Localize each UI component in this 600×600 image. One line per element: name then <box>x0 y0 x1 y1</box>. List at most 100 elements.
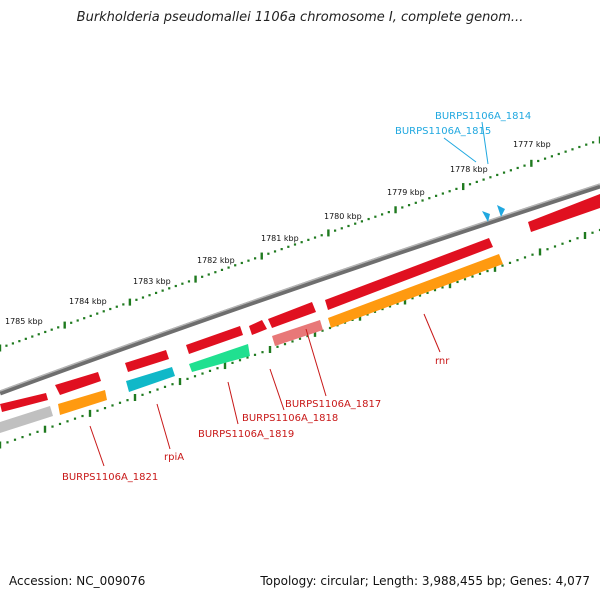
inner-ruler-dot <box>51 425 54 428</box>
inner-ruler-major-tick <box>313 329 317 337</box>
inner-ruler-major-tick <box>493 264 497 272</box>
outer-ruler-dot <box>227 266 230 269</box>
gene-label-burps1106a-1815[interactable]: BURPS1106A_1815 <box>395 126 491 137</box>
gene-forward-h[interactable] <box>528 194 600 232</box>
outer-ruler-major-tick <box>327 229 330 237</box>
outer-ruler-dot <box>434 194 438 197</box>
leader-1819 <box>227 381 239 425</box>
accession-text: Accession: NC_009076 <box>9 574 146 588</box>
inner-ruler-dot <box>96 409 99 412</box>
outer-ruler-dot <box>57 326 60 329</box>
gene-label-burps1106a-1821[interactable]: BURPS1106A_1821 <box>62 472 158 483</box>
inner-ruler-major-tick <box>178 378 182 386</box>
inner-ruler-dot <box>201 372 204 375</box>
kbp-label-1781: 1781 kbp <box>261 234 299 243</box>
inner-ruler-dot <box>193 375 197 378</box>
inner-ruler-dot <box>561 242 564 245</box>
outer-ruler-dot <box>340 227 343 230</box>
outer-ruler-dot <box>31 335 34 338</box>
gene-label-burps1106a-1814[interactable]: BURPS1106A_1814 <box>435 111 531 122</box>
outer-ruler-dot <box>18 340 21 343</box>
outer-ruler-dot <box>115 305 118 308</box>
outer-ruler-dot <box>374 215 377 218</box>
inner-ruler-dot <box>501 264 504 267</box>
outer-ruler-dot <box>523 164 526 167</box>
inner-ruler-dot <box>298 337 302 340</box>
inner-ruler-dot <box>103 406 107 410</box>
outer-ruler-dot <box>468 183 472 186</box>
outer-ruler-dot <box>141 296 145 299</box>
outer-ruler-dot <box>401 206 404 209</box>
gene-label-rnr[interactable]: rnr <box>435 356 450 367</box>
gene-label-burps1106a-1817[interactable]: BURPS1106A_1817 <box>285 399 381 410</box>
inner-ruler-dot <box>118 401 122 404</box>
outer-ruler-dot <box>414 201 417 204</box>
gene-orange-large[interactable] <box>328 254 503 328</box>
gene-label-rpia[interactable]: rpiA <box>164 452 184 463</box>
gene-forward-a[interactable] <box>0 393 48 412</box>
inner-ruler-dot <box>328 326 332 330</box>
leader-rnr <box>423 313 441 353</box>
gene-pink[interactable] <box>272 320 323 346</box>
outer-ruler-dot <box>201 275 204 278</box>
outer-ruler-dot <box>428 197 431 200</box>
outer-ruler-dot <box>5 344 8 347</box>
outer-ruler-dot <box>489 176 492 179</box>
gene-forward-e[interactable] <box>249 320 267 335</box>
gene-forward-c[interactable] <box>125 350 169 372</box>
kbp-label-1782: 1782 kbp <box>197 256 235 265</box>
gene-forward-d[interactable] <box>186 326 243 354</box>
gene-forward-b[interactable] <box>55 372 101 395</box>
outer-ruler-dot <box>502 171 506 174</box>
inner-ruler-major-tick <box>448 281 452 289</box>
outer-ruler-dot <box>300 241 303 244</box>
outer-ruler-dot <box>135 298 138 301</box>
outer-ruler-dot <box>421 199 424 202</box>
gene-label-burps1106a-1818[interactable]: BURPS1106A_1818 <box>242 413 338 424</box>
kbp-label-1780: 1780 kbp <box>324 212 362 221</box>
inner-ruler-dot <box>283 343 287 346</box>
label-leaders <box>89 121 489 467</box>
inner-ruler-dot <box>126 399 129 402</box>
inner-ruler-dot <box>261 351 264 354</box>
inner-ruler-dot <box>523 256 527 259</box>
outer-ruler-dot <box>253 257 257 260</box>
outer-ruler-dot <box>96 312 99 315</box>
inner-ruler-dot <box>388 305 392 308</box>
inner-ruler-major-tick <box>403 297 407 305</box>
genome-backbone-highlight <box>0 183 600 392</box>
gene-grey[interactable] <box>0 406 53 433</box>
inner-ruler-dot <box>553 245 557 248</box>
leader-1814 <box>481 121 489 165</box>
inner-ruler-dot <box>291 340 294 343</box>
outer-ruler-dot <box>320 234 323 237</box>
outer-ruler-dot <box>387 210 390 214</box>
outer-ruler-dot <box>76 319 79 322</box>
outer-ruler-dot <box>287 245 290 248</box>
outer-ruler-dot <box>354 222 357 225</box>
inner-ruler-dot <box>58 422 62 426</box>
gene-forward-f[interactable] <box>268 302 316 328</box>
inner-ruler-dot <box>478 272 482 275</box>
gene-label-burps1106a-1819[interactable]: BURPS1106A_1819 <box>198 429 294 440</box>
inner-ruler-dot <box>246 356 249 359</box>
inner-ruler-dot <box>81 414 84 418</box>
inner-ruler-major-tick <box>43 425 47 433</box>
outer-ruler-dot <box>240 261 243 265</box>
marker-blue-a[interactable] <box>482 211 490 222</box>
outer-ruler-dot <box>168 287 171 290</box>
gene-green[interactable] <box>189 344 250 372</box>
outer-ruler-dot <box>109 307 112 311</box>
gene-cyan[interactable] <box>126 367 175 392</box>
outer-ruler-dot <box>475 180 478 184</box>
gene-orange-small[interactable] <box>58 390 107 415</box>
outer-ruler-dot <box>214 271 217 274</box>
outer-ruler-dot <box>70 321 73 324</box>
kbp-label-1784: 1784 kbp <box>69 297 107 306</box>
inner-ruler <box>0 228 600 449</box>
marker-blue-b[interactable] <box>497 205 505 217</box>
inner-ruler-dot <box>591 231 594 234</box>
outer-ruler-major-tick <box>260 252 263 260</box>
gene-forward-g[interactable] <box>325 238 493 310</box>
outer-ruler-major-tick <box>394 206 397 214</box>
